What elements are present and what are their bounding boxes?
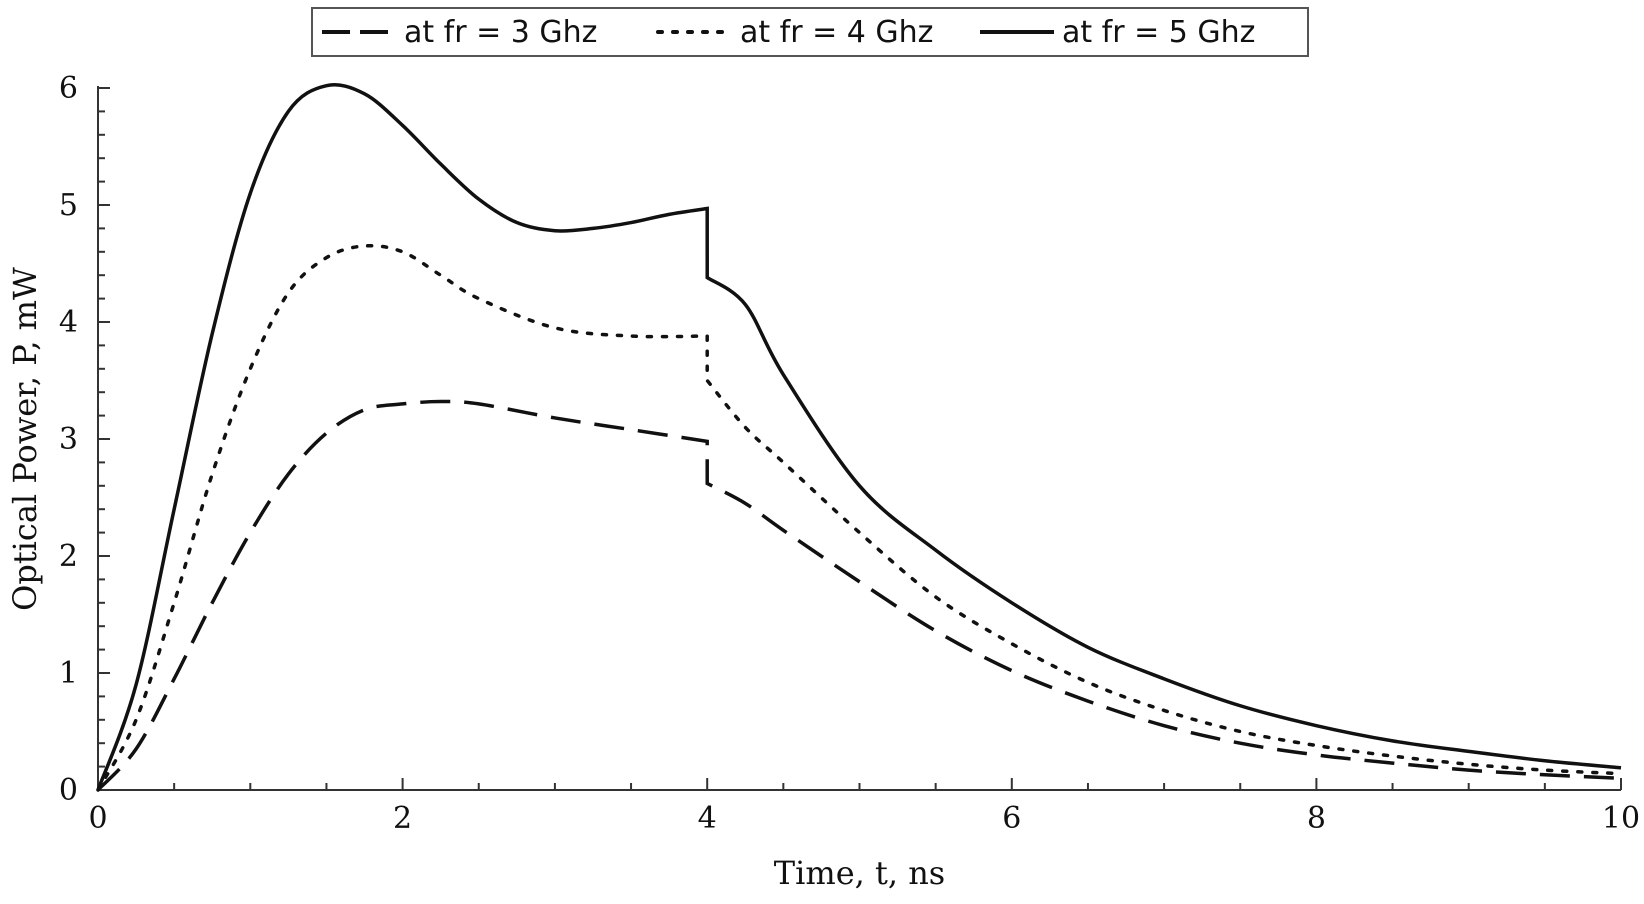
x-tick-label: 8 [1307,801,1326,836]
series-line-1 [96,399,1622,792]
y-tick-label: 2 [59,539,78,574]
x-axis-title: Time, t, ns [774,854,945,892]
legend-label-3: at fr = 5 Ghz [1062,15,1255,50]
y-tick-label: 6 [59,71,78,106]
y-axis-title: Optical Power, P, mW [6,267,44,611]
x-tick-label: 10 [1602,801,1640,836]
y-tick-label: 4 [59,305,78,340]
y-tick-label: 3 [59,422,78,457]
y-tick-label: 5 [59,188,78,223]
series-line-3 [96,83,1622,791]
x-tick-label: 4 [698,801,717,836]
legend-label-1: at fr = 3 Ghz [404,15,597,50]
series-line-2 [96,243,1623,792]
legend-label-2: at fr = 4 Ghz [740,15,933,50]
x-tick-label: 2 [393,801,412,836]
x-tick-label: 6 [1002,801,1021,836]
y-tick-label: 1 [59,656,78,691]
x-tick-label: 0 [88,801,107,836]
legend-box [311,7,1309,57]
y-tick-label: 0 [59,773,78,808]
